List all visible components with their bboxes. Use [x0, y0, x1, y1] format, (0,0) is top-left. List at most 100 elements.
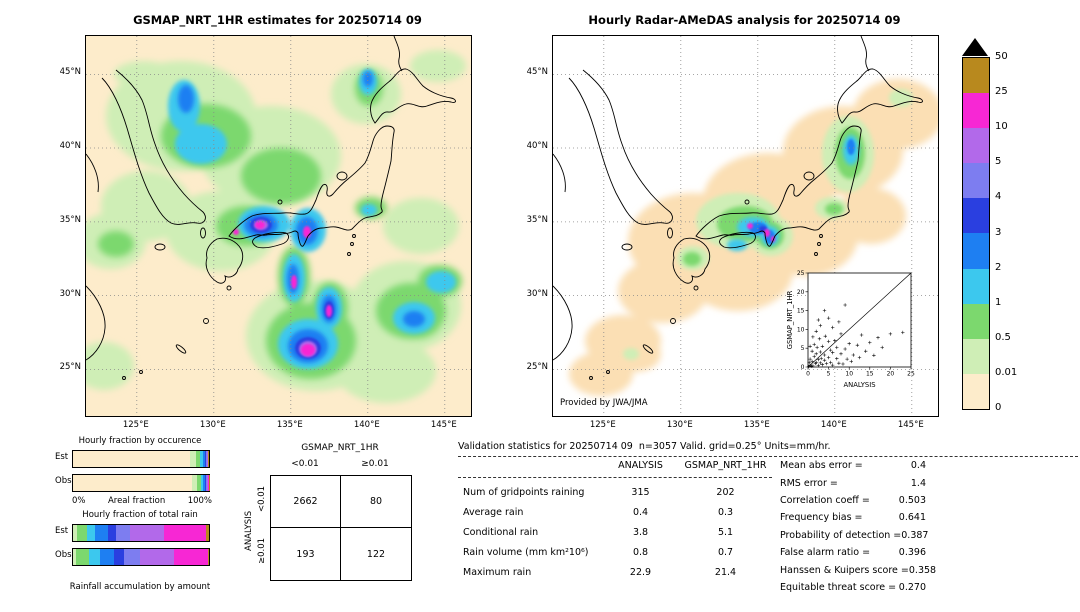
stats-value-gsmap: 0.3	[717, 506, 734, 518]
contingency-row-label-ge: ≥0.01	[257, 537, 267, 564]
colorbar-tick-label: 10	[995, 121, 1008, 133]
colorbar-tick-label: 0.5	[995, 331, 1011, 343]
colorbar-tick-label: 25	[995, 86, 1008, 98]
fraction-bars-panel: Hourly fraction by occurence Est Obs 0% …	[55, 436, 225, 606]
inset-x-tick-label: 25	[907, 371, 915, 378]
bar-segment	[115, 525, 131, 541]
validation-title: Validation statistics for 20250714 09 n=…	[458, 441, 831, 452]
areal-axis-label: Areal fraction	[107, 496, 166, 506]
stats-value-gsmap: 21.4	[714, 566, 737, 578]
x-tick-label: 140°E	[820, 420, 847, 430]
bar-segment	[95, 525, 108, 541]
contingency-cell: 80	[341, 476, 411, 528]
areal-fraction-axis: 0% Areal fraction 100%	[72, 496, 212, 506]
bar-segment	[200, 475, 204, 491]
x-tick-label: 125°E	[589, 420, 616, 430]
left-map-title: GSMAP_NRT_1HR estimates for 20250714 09	[133, 13, 422, 27]
inset-y-tick-label: 15	[797, 308, 805, 315]
colorbar-segment	[963, 303, 989, 339]
diagonal-line	[807, 272, 912, 368]
y-tick-label: 35°N	[526, 214, 548, 225]
stats-row: Num of gridpoints raining 315 202	[458, 482, 1078, 502]
stats-row-label: Rain volume (mm km²10⁶)	[463, 546, 589, 558]
x-tick-label: 135°E	[743, 420, 770, 430]
grid-lines	[86, 36, 471, 416]
bar-segment	[114, 549, 124, 565]
total-rain-bar-obs	[72, 548, 210, 566]
col-header-analysis: ANALYSIS	[618, 460, 663, 471]
inset-x-tick-label: 15	[866, 371, 874, 378]
stats-row-label: Conditional rain	[463, 526, 539, 538]
inset-tick-labels: 00 5 5 10 10 15 15 20 20 25 25	[797, 270, 915, 378]
validation-rows: Num of gridpoints raining 315 202 Average r…	[458, 482, 1078, 582]
inset-plot-area	[805, 272, 912, 370]
contingency-row-label-lt: <0.01	[257, 485, 267, 512]
x-tick-label: 135°E	[276, 420, 303, 430]
inset-y-tick-label: 0	[801, 364, 805, 371]
areal-axis-max: 100%	[187, 496, 212, 506]
inset-x-tick-label: 10	[845, 371, 853, 378]
colorbar-tick-label: 50	[995, 51, 1008, 62]
stats-value-analysis: 0.8	[632, 546, 649, 558]
inset-y-tick-label: 5	[801, 345, 805, 352]
bar-segment	[205, 451, 208, 467]
bar-segment	[88, 549, 100, 565]
y-tick-label: 40°N	[59, 141, 81, 151]
colorbar-tick-label: 3	[995, 226, 1002, 238]
colorbar-segment	[963, 338, 989, 374]
contingency-col-label-lt: <0.01	[291, 459, 319, 469]
score-label: Equitable threat score =	[780, 581, 897, 593]
x-tick-label: 145°E	[430, 420, 457, 430]
score-value: 0.641	[898, 512, 926, 524]
colorbar: 50 25 10 5 4 3 2 1 0.5 0.01 0	[962, 38, 1024, 428]
y-tick-label: 30°N	[526, 288, 548, 299]
bar-segment	[99, 549, 115, 565]
stats-row: Rain volume (mm km²10⁶) 0.8 0.7	[458, 542, 1078, 562]
bar-label-est: Est	[55, 452, 69, 462]
bar-segment	[123, 549, 141, 565]
bar-segment	[204, 451, 206, 467]
validation-statistics: Validation statistics for 20250714 09 n=…	[458, 441, 1078, 593]
score-label: RMS error =	[780, 477, 838, 489]
score-label: Correlation coeff =	[780, 494, 870, 506]
bar-label-obs: Obs	[55, 550, 72, 560]
bar-segment	[174, 549, 208, 565]
bar-label-est: Est	[55, 526, 69, 536]
bar-segment	[77, 525, 87, 541]
score-label: Hanssen & Kuipers score =	[780, 564, 909, 576]
precipitation-blobs	[86, 50, 466, 403]
stats-row-label: Maximum rain	[463, 566, 532, 578]
x-tick-label: 140°E	[353, 420, 380, 430]
colorbar-segment	[963, 128, 989, 164]
score-row: Probability of detection = 0.387	[780, 527, 928, 544]
bar-segment	[199, 451, 203, 467]
y-tick-label: 35°N	[59, 214, 81, 225]
bar-segment	[205, 475, 207, 491]
x-tick-label: 130°E	[199, 420, 226, 430]
inset-axis-ticks	[805, 272, 912, 370]
stats-value-analysis: 22.9	[629, 566, 652, 578]
contingency-table: GSMAP_NRT_1HR <0.01 ≥0.01 ANALYSIS <0.01…	[240, 443, 420, 603]
right-map-title: Hourly Radar-AMeDAS analysis for 2025071…	[588, 13, 901, 27]
score-value: 0.270	[898, 581, 926, 593]
colorbar-tick-label: 5	[995, 156, 1002, 168]
colorbar-segment	[963, 233, 989, 269]
y-tick-label: 30°N	[59, 288, 81, 299]
contingency-row-group: ANALYSIS	[244, 510, 254, 551]
colorbar-tick-label: 4	[995, 191, 1002, 203]
colorbar-segment	[963, 268, 989, 304]
colorbar-tick-label: 0.01	[995, 366, 1018, 378]
score-label: False alarm ratio =	[780, 547, 871, 559]
stats-row: Average rain 0.4 0.3	[458, 502, 1078, 522]
stats-row-label: Average rain	[463, 506, 524, 518]
bar-segment	[191, 475, 198, 491]
colorbar-scale	[962, 57, 990, 410]
score-row: Correlation coeff = 0.503	[780, 492, 926, 509]
colorbar-segment	[963, 373, 989, 409]
score-label: Probability of detection =	[780, 529, 902, 541]
dashed-separator	[458, 456, 1078, 457]
spacer	[458, 460, 598, 474]
contingency-cell: 193	[271, 528, 341, 580]
col-header-gsmap: GSMAP_NRT_1HR	[684, 460, 767, 471]
score-row: False alarm ratio = 0.396	[780, 544, 926, 561]
